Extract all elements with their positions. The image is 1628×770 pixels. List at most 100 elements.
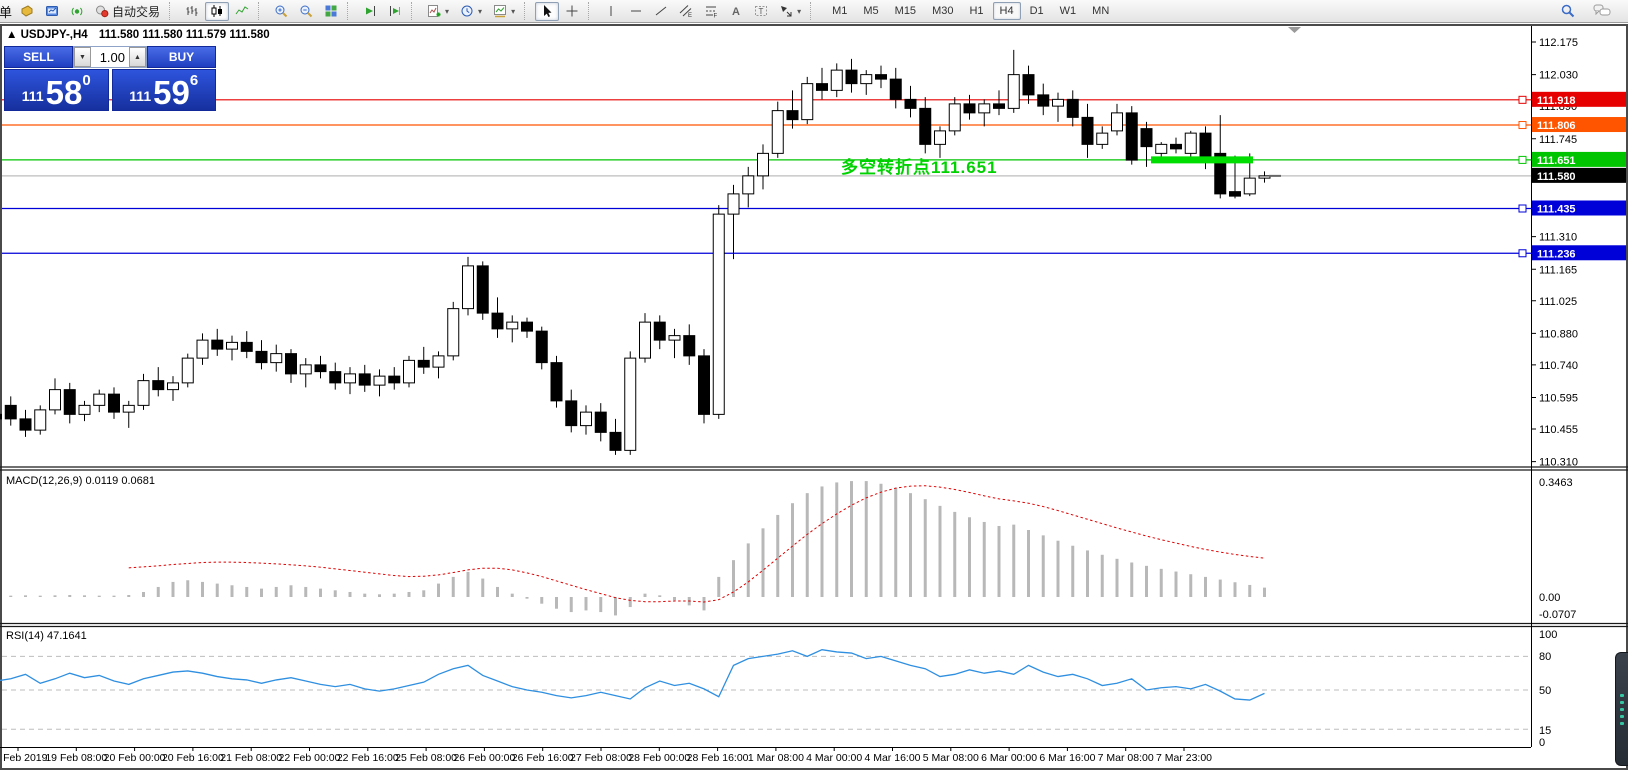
candle-body [668, 335, 681, 341]
arrows-button[interactable]: ▾ [774, 2, 806, 21]
candle-body [845, 69, 858, 85]
vertical-line-button[interactable] [599, 2, 623, 21]
macd-bar [1130, 562, 1134, 597]
candle-body [1007, 74, 1020, 109]
buy-price[interactable]: 111 59 6 [111, 69, 216, 111]
price-badge-label: 111.580 [1537, 171, 1576, 183]
timeframe-m30[interactable]: M30 [932, 5, 954, 17]
timeframe-h4[interactable]: H4 [992, 2, 1021, 20]
volume-stepper: ▼ 1.00 ▲ [73, 46, 147, 68]
candle-body [1081, 116, 1094, 145]
hline-handle[interactable] [1518, 249, 1527, 258]
timeframe-mn[interactable]: MN [1092, 5, 1110, 17]
volume-increase-button[interactable]: ▲ [129, 47, 146, 67]
cursor-button[interactable] [535, 1, 560, 21]
macd-bar [1027, 530, 1030, 597]
price-tick-label: 112.030 [1539, 70, 1578, 82]
toolbar-separator [169, 2, 176, 20]
autotrading-label: 自动交易 [112, 4, 161, 19]
macd-bar [1263, 587, 1266, 597]
zoom-in-button[interactable] [269, 2, 293, 21]
text-button[interactable]: A [724, 2, 748, 21]
timeframe-m5[interactable]: M5 [863, 5, 879, 17]
horizontal-line-button[interactable] [624, 2, 648, 21]
candle-body [889, 78, 902, 100]
overlay-scrollbar[interactable] [1615, 652, 1628, 766]
macd-bar [923, 499, 927, 597]
timeframe-m1[interactable]: M1 [832, 5, 848, 17]
timeframe-w1[interactable]: W1 [1059, 5, 1077, 17]
text-label-button[interactable]: T [749, 2, 773, 21]
price-tick-label: 111.310 [1539, 232, 1577, 244]
chart-shift-button[interactable] [383, 2, 407, 21]
zoom-out-button[interactable] [294, 2, 318, 21]
price-badge [1532, 245, 1626, 261]
timeframe-m15[interactable]: M15 [894, 5, 917, 17]
candle-body [388, 375, 401, 384]
signals-button[interactable] [65, 2, 89, 21]
periods-button[interactable]: ▾ [455, 2, 487, 21]
macd-bar [732, 560, 735, 597]
chart-title-symbol: USDJPY-,H4 [20, 29, 88, 41]
rsi-scale-label: 80 [1539, 651, 1551, 663]
tile-windows-button[interactable] [319, 2, 343, 21]
hline-handle[interactable] [1518, 204, 1527, 213]
templates-button[interactable]: ▾ [488, 2, 520, 21]
candle-body [1052, 98, 1064, 107]
macd-bar [348, 591, 352, 597]
macd-bar [879, 483, 883, 597]
candle-body [934, 130, 946, 145]
window-grip-icon[interactable] [1288, 27, 1301, 33]
new-order-label[interactable]: 单 [0, 4, 13, 20]
collapse-arrow-icon[interactable]: ▲ [6, 29, 18, 41]
volume-decrease-button[interactable]: ▼ [74, 47, 91, 67]
new-order-button[interactable] [15, 2, 39, 21]
macd-bar [1145, 565, 1148, 597]
trendline-button[interactable] [649, 2, 673, 21]
crosshair-button[interactable] [560, 2, 584, 21]
volume-input[interactable]: 1.00 [99, 49, 125, 65]
price-badge [1532, 151, 1626, 167]
hline-handle[interactable] [1518, 155, 1527, 164]
candle-body [742, 175, 755, 195]
macd-bar [186, 580, 190, 597]
candle-body [344, 373, 356, 384]
macd-bar [451, 576, 455, 597]
bar-chart-button[interactable] [180, 2, 204, 21]
candle-body [919, 107, 932, 145]
line-chart-button[interactable] [230, 2, 254, 21]
chat-button[interactable] [1590, 2, 1614, 21]
timeframe-h1[interactable]: H1 [969, 5, 984, 17]
sell-button[interactable]: SELL [4, 46, 73, 68]
macd-bar [1159, 568, 1163, 597]
buy-button[interactable]: BUY [147, 46, 216, 68]
time-axis-label: 20 Feb 00:00 [104, 752, 166, 764]
pill-dot [1620, 693, 1624, 697]
search-button[interactable] [1556, 2, 1580, 21]
pivot-annotation[interactable]: 多空转折点111.651 [841, 158, 998, 177]
fibonacci-button[interactable]: F [699, 2, 723, 21]
auto-scroll-button[interactable] [358, 2, 382, 21]
hline-handle[interactable] [1518, 95, 1527, 104]
rsi-scale-label: 0 [1539, 737, 1545, 749]
sell-price[interactable]: 111 58 0 [4, 69, 109, 111]
chart-window-button[interactable] [40, 2, 64, 21]
candle-body [963, 103, 976, 114]
candle-body [816, 83, 828, 91]
macd-bar [274, 586, 278, 597]
price-badge [1532, 200, 1626, 216]
text-icon: A [732, 6, 740, 18]
timeframe-d1[interactable]: D1 [1029, 5, 1044, 17]
candle-body [594, 411, 607, 433]
indicators-button[interactable]: ▾ [422, 2, 454, 21]
candlestick-chart-button[interactable] [205, 1, 230, 21]
line-chart-icon [235, 6, 249, 15]
candle-body [93, 393, 106, 406]
macd-bar [363, 593, 367, 597]
hline-handle[interactable] [1518, 121, 1527, 130]
autotrading-button[interactable]: 自动交易 [90, 2, 165, 21]
macd-bar [599, 597, 603, 613]
price-tick-label: 110.595 [1539, 393, 1578, 405]
channel-button[interactable]: E [674, 2, 698, 21]
